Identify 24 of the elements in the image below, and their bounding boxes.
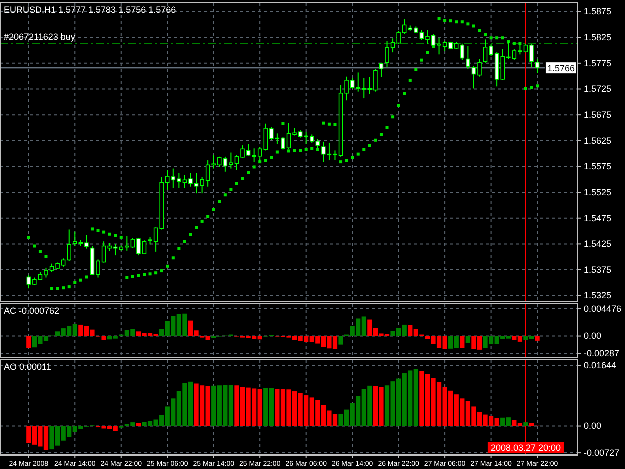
ref-line-label: 2008.03.27 20:00	[490, 443, 562, 453]
y-tick-label: 0.01644	[584, 360, 617, 371]
y-tick-label: 1.5875	[584, 6, 612, 17]
y-tick-label: 1.5825	[584, 32, 612, 42]
y-tick-label: 1.5325	[584, 290, 612, 301]
chart-title: EURUSD,H1 1.5777 1.5783 1.5756 1.5766	[4, 5, 176, 15]
chart-title: AC -0.000762	[4, 306, 60, 316]
ref-line-label: #2067211623 buy	[4, 32, 76, 42]
y-tick-label: 1.5625	[584, 136, 612, 146]
y-tick-label: 0.00	[584, 331, 602, 342]
y-tick-label: 0.004476	[584, 304, 622, 314]
y-tick-label: 1.5475	[584, 213, 612, 224]
y-tick-label: 1.5675	[584, 110, 612, 120]
y-tick-label: 1.5775	[584, 58, 612, 68]
y-tick-label: 1.5375	[584, 264, 612, 275]
chart-title: AO 0.00011	[4, 362, 52, 372]
y-tick-label: 1.5725	[584, 84, 612, 94]
y-tick-label: 1.5425	[584, 239, 612, 250]
ref-line-label: 1.5766	[547, 64, 575, 74]
y-tick-label: 1.5575	[584, 162, 612, 172]
y-tick-label: 0.00	[584, 421, 602, 432]
y-tick-label: 1.5525	[584, 187, 612, 198]
y-tick-label: -0.00727	[584, 448, 620, 458]
y-tick-label: -0.00287	[584, 348, 620, 359]
